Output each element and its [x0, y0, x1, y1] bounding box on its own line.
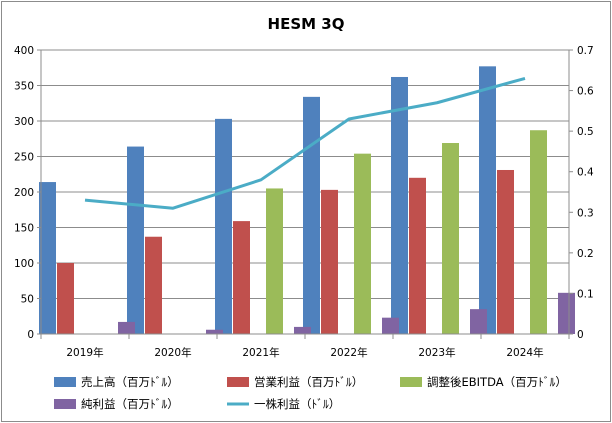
- y-right-tick-label: 0: [577, 329, 584, 341]
- legend-swatch: [227, 377, 249, 387]
- legend-swatch: [400, 377, 422, 387]
- bar-3: [530, 130, 547, 334]
- bar-1: [127, 146, 144, 334]
- chart-title: HESM 3Q: [268, 15, 345, 33]
- bar-2: [321, 189, 338, 334]
- y-right-axis-ticks: 0 0.1 0.2 0.3 0.4 0.5 0.6 0.7: [577, 45, 594, 341]
- line-series: [84, 76, 526, 210]
- y-right-tick-label: 0.1: [577, 288, 594, 300]
- bar-1: [391, 76, 408, 334]
- legend-label: 売上高（百万ﾄﾞﾙ）: [81, 375, 179, 389]
- bar-1: [215, 118, 232, 335]
- x-axis-ticks: 2019年 2020年 2021年 2022年 2023年 2024年: [66, 346, 543, 359]
- y-left-tick-label: 400: [14, 45, 34, 57]
- x-tick-label: 2024年: [506, 346, 543, 359]
- bar-1: [39, 182, 56, 334]
- y-right-tick-label: 0.7: [577, 45, 594, 57]
- y-left-tick-label: 250: [14, 152, 34, 164]
- eps-line: [84, 76, 526, 210]
- x-tick-label: 2019年: [66, 346, 103, 359]
- bar-4: [118, 321, 135, 334]
- bar-2: [497, 169, 514, 334]
- bar-1: [479, 66, 496, 334]
- legend: 売上高（百万ﾄﾞﾙ） 営業利益（百万ﾄﾞﾙ） 調整後EBITDA（百万ﾄﾞﾙ） 純利益…: [54, 375, 567, 411]
- y-left-tick-label: 350: [14, 81, 34, 93]
- x-tick-label: 2023年: [418, 346, 455, 359]
- bar-3: [266, 188, 283, 334]
- legend-label: 調整後EBITDA（百万ﾄﾞﾙ）: [427, 375, 567, 389]
- legend-label: 営業利益（百万ﾄﾞﾙ）: [254, 375, 363, 389]
- bar-1: [303, 96, 320, 334]
- y-right-tick-label: 0.4: [577, 167, 594, 179]
- x-tick-label: 2021年: [242, 346, 279, 359]
- bar-3: [442, 143, 459, 334]
- bar-series: [39, 66, 575, 335]
- x-tick-label: 2022年: [330, 346, 367, 359]
- x-tick-label: 2020年: [154, 346, 191, 359]
- y-left-axis-ticks: 0 50 100 150 200 250 300 350 400: [14, 45, 34, 341]
- bar-4: [470, 309, 487, 334]
- y-left-tick-label: 0: [27, 329, 34, 341]
- y-left-tick-label: 200: [14, 187, 34, 199]
- bar-2: [409, 177, 426, 334]
- bar-2: [57, 263, 74, 334]
- y-right-tick-label: 0.6: [577, 86, 594, 98]
- bar-4: [294, 326, 311, 334]
- bar-2: [145, 236, 162, 334]
- y-left-tick-label: 300: [14, 116, 34, 128]
- y-left-tick-label: 100: [14, 258, 34, 270]
- y-left-tick-label: 150: [14, 223, 34, 235]
- legend-label: 純利益（百万ﾄﾞﾙ）: [81, 397, 179, 411]
- bar-4: [558, 292, 575, 334]
- bar-2: [233, 221, 250, 334]
- axes: [37, 49, 573, 339]
- legend-label: 一株利益（ﾄﾞﾙ）: [254, 397, 340, 411]
- y-right-tick-label: 0.5: [577, 126, 594, 138]
- legend-swatch: [54, 399, 76, 409]
- y-left-tick-label: 50: [21, 294, 34, 306]
- bar-4: [206, 329, 223, 334]
- y-right-tick-label: 0.2: [577, 248, 594, 260]
- bar-3: [354, 153, 371, 334]
- legend-swatch: [54, 377, 76, 387]
- y-right-tick-label: 0.3: [577, 207, 594, 219]
- bar-4: [382, 317, 399, 334]
